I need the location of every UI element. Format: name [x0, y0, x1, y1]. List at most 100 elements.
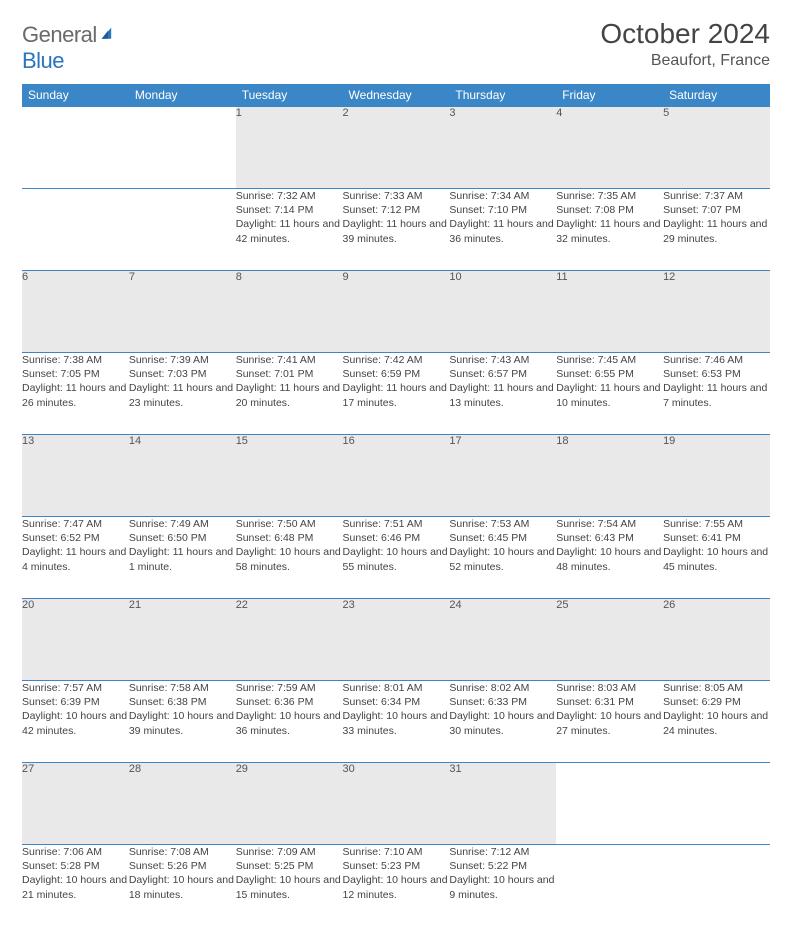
day-number-row: 20212223242526 [22, 599, 770, 681]
day-content-cell: Sunrise: 8:03 AMSunset: 6:31 PMDaylight:… [556, 681, 663, 763]
day-number-cell: 29 [236, 763, 343, 845]
day-content-cell: Sunrise: 7:47 AMSunset: 6:52 PMDaylight:… [22, 517, 129, 599]
sunset-line: Sunset: 6:43 PM [556, 531, 663, 545]
weekday-header: Monday [129, 84, 236, 107]
sunrise-line: Sunrise: 7:54 AM [556, 517, 663, 531]
daylight-line: Daylight: 10 hours and 52 minutes. [449, 545, 556, 573]
sunset-line: Sunset: 7:12 PM [343, 203, 450, 217]
sunset-line: Sunset: 7:10 PM [449, 203, 556, 217]
sunrise-line: Sunrise: 7:59 AM [236, 681, 343, 695]
day-content-cell: Sunrise: 7:42 AMSunset: 6:59 PMDaylight:… [343, 353, 450, 435]
daylight-line: Daylight: 10 hours and 15 minutes. [236, 873, 343, 901]
day-number-cell: 5 [663, 107, 770, 189]
daylight-line: Daylight: 11 hours and 20 minutes. [236, 381, 343, 409]
sunrise-line: Sunrise: 7:33 AM [343, 189, 450, 203]
sunset-line: Sunset: 7:03 PM [129, 367, 236, 381]
sunset-line: Sunset: 5:28 PM [22, 859, 129, 873]
day-content-row: Sunrise: 7:06 AMSunset: 5:28 PMDaylight:… [22, 845, 770, 927]
weekday-header: Thursday [449, 84, 556, 107]
daylight-line: Daylight: 11 hours and 36 minutes. [449, 217, 556, 245]
day-content-cell: Sunrise: 7:46 AMSunset: 6:53 PMDaylight:… [663, 353, 770, 435]
day-content-cell: Sunrise: 7:38 AMSunset: 7:05 PMDaylight:… [22, 353, 129, 435]
day-number-cell: 18 [556, 435, 663, 517]
sunset-line: Sunset: 5:23 PM [343, 859, 450, 873]
sunset-line: Sunset: 7:05 PM [22, 367, 129, 381]
day-number-row: 2728293031 [22, 763, 770, 845]
logo: GeneralBlue [22, 22, 117, 74]
sunrise-line: Sunrise: 7:45 AM [556, 353, 663, 367]
daylight-line: Daylight: 11 hours and 1 minute. [129, 545, 236, 573]
day-number-cell: 27 [22, 763, 129, 845]
day-number-row: 6789101112 [22, 271, 770, 353]
daylight-line: Daylight: 10 hours and 48 minutes. [556, 545, 663, 573]
day-number-cell: 8 [236, 271, 343, 353]
sunrise-line: Sunrise: 7:51 AM [343, 517, 450, 531]
daylight-line: Daylight: 10 hours and 58 minutes. [236, 545, 343, 573]
day-content-cell: Sunrise: 7:43 AMSunset: 6:57 PMDaylight:… [449, 353, 556, 435]
daylight-line: Daylight: 10 hours and 12 minutes. [343, 873, 450, 901]
daylight-line: Daylight: 11 hours and 39 minutes. [343, 217, 450, 245]
day-number-cell: 19 [663, 435, 770, 517]
day-number-cell: 15 [236, 435, 343, 517]
weekday-header: Wednesday [343, 84, 450, 107]
daylight-line: Daylight: 10 hours and 36 minutes. [236, 709, 343, 737]
sunset-line: Sunset: 6:33 PM [449, 695, 556, 709]
day-content-cell: Sunrise: 7:54 AMSunset: 6:43 PMDaylight:… [556, 517, 663, 599]
day-content-cell: Sunrise: 7:45 AMSunset: 6:55 PMDaylight:… [556, 353, 663, 435]
day-number-cell: 7 [129, 271, 236, 353]
daylight-line: Daylight: 10 hours and 9 minutes. [449, 873, 556, 901]
day-content-row: Sunrise: 7:57 AMSunset: 6:39 PMDaylight:… [22, 681, 770, 763]
sunrise-line: Sunrise: 7:34 AM [449, 189, 556, 203]
sunset-line: Sunset: 7:08 PM [556, 203, 663, 217]
sunrise-line: Sunrise: 7:38 AM [22, 353, 129, 367]
daylight-line: Daylight: 10 hours and 33 minutes. [343, 709, 450, 737]
sunrise-line: Sunrise: 7:37 AM [663, 189, 770, 203]
sunrise-line: Sunrise: 7:57 AM [22, 681, 129, 695]
day-number-cell: 30 [343, 763, 450, 845]
sunset-line: Sunset: 5:25 PM [236, 859, 343, 873]
day-content-cell: Sunrise: 7:32 AMSunset: 7:14 PMDaylight:… [236, 189, 343, 271]
day-content-cell: Sunrise: 8:02 AMSunset: 6:33 PMDaylight:… [449, 681, 556, 763]
sunrise-line: Sunrise: 7:55 AM [663, 517, 770, 531]
day-content-row: Sunrise: 7:32 AMSunset: 7:14 PMDaylight:… [22, 189, 770, 271]
day-number-cell: 6 [22, 271, 129, 353]
daylight-line: Daylight: 11 hours and 10 minutes. [556, 381, 663, 409]
day-number-cell: 1 [236, 107, 343, 189]
sunset-line: Sunset: 6:53 PM [663, 367, 770, 381]
day-content-cell: Sunrise: 7:58 AMSunset: 6:38 PMDaylight:… [129, 681, 236, 763]
day-content-cell: Sunrise: 7:55 AMSunset: 6:41 PMDaylight:… [663, 517, 770, 599]
day-content-cell: Sunrise: 7:59 AMSunset: 6:36 PMDaylight:… [236, 681, 343, 763]
weekday-header: Tuesday [236, 84, 343, 107]
day-number-cell: 23 [343, 599, 450, 681]
sunrise-line: Sunrise: 7:32 AM [236, 189, 343, 203]
sunrise-line: Sunrise: 7:43 AM [449, 353, 556, 367]
sunrise-line: Sunrise: 8:05 AM [663, 681, 770, 695]
day-number-cell: 24 [449, 599, 556, 681]
day-content-cell: Sunrise: 7:49 AMSunset: 6:50 PMDaylight:… [129, 517, 236, 599]
logo-text-blue: Blue [22, 48, 64, 73]
sunrise-line: Sunrise: 7:50 AM [236, 517, 343, 531]
daylight-line: Daylight: 10 hours and 55 minutes. [343, 545, 450, 573]
day-number-cell: 2 [343, 107, 450, 189]
weekday-header: Saturday [663, 84, 770, 107]
sunset-line: Sunset: 6:45 PM [449, 531, 556, 545]
calendar-body: 12345Sunrise: 7:32 AMSunset: 7:14 PMDayl… [22, 107, 770, 927]
sunrise-line: Sunrise: 8:03 AM [556, 681, 663, 695]
weekday-header: Sunday [22, 84, 129, 107]
sunset-line: Sunset: 5:22 PM [449, 859, 556, 873]
day-number-cell: 26 [663, 599, 770, 681]
calendar-table: Sunday Monday Tuesday Wednesday Thursday… [22, 84, 770, 927]
sunset-line: Sunset: 6:29 PM [663, 695, 770, 709]
day-number-cell: 31 [449, 763, 556, 845]
day-content-cell: Sunrise: 7:33 AMSunset: 7:12 PMDaylight:… [343, 189, 450, 271]
day-content-row: Sunrise: 7:38 AMSunset: 7:05 PMDaylight:… [22, 353, 770, 435]
day-number-row: 12345 [22, 107, 770, 189]
header: GeneralBlue October 2024 Beaufort, Franc… [22, 18, 770, 74]
day-content-cell: Sunrise: 7:53 AMSunset: 6:45 PMDaylight:… [449, 517, 556, 599]
daylight-line: Daylight: 11 hours and 26 minutes. [22, 381, 129, 409]
sunset-line: Sunset: 6:55 PM [556, 367, 663, 381]
sunrise-line: Sunrise: 7:10 AM [343, 845, 450, 859]
day-content-cell: Sunrise: 7:50 AMSunset: 6:48 PMDaylight:… [236, 517, 343, 599]
day-content-cell: Sunrise: 7:09 AMSunset: 5:25 PMDaylight:… [236, 845, 343, 927]
day-number-cell: 10 [449, 271, 556, 353]
